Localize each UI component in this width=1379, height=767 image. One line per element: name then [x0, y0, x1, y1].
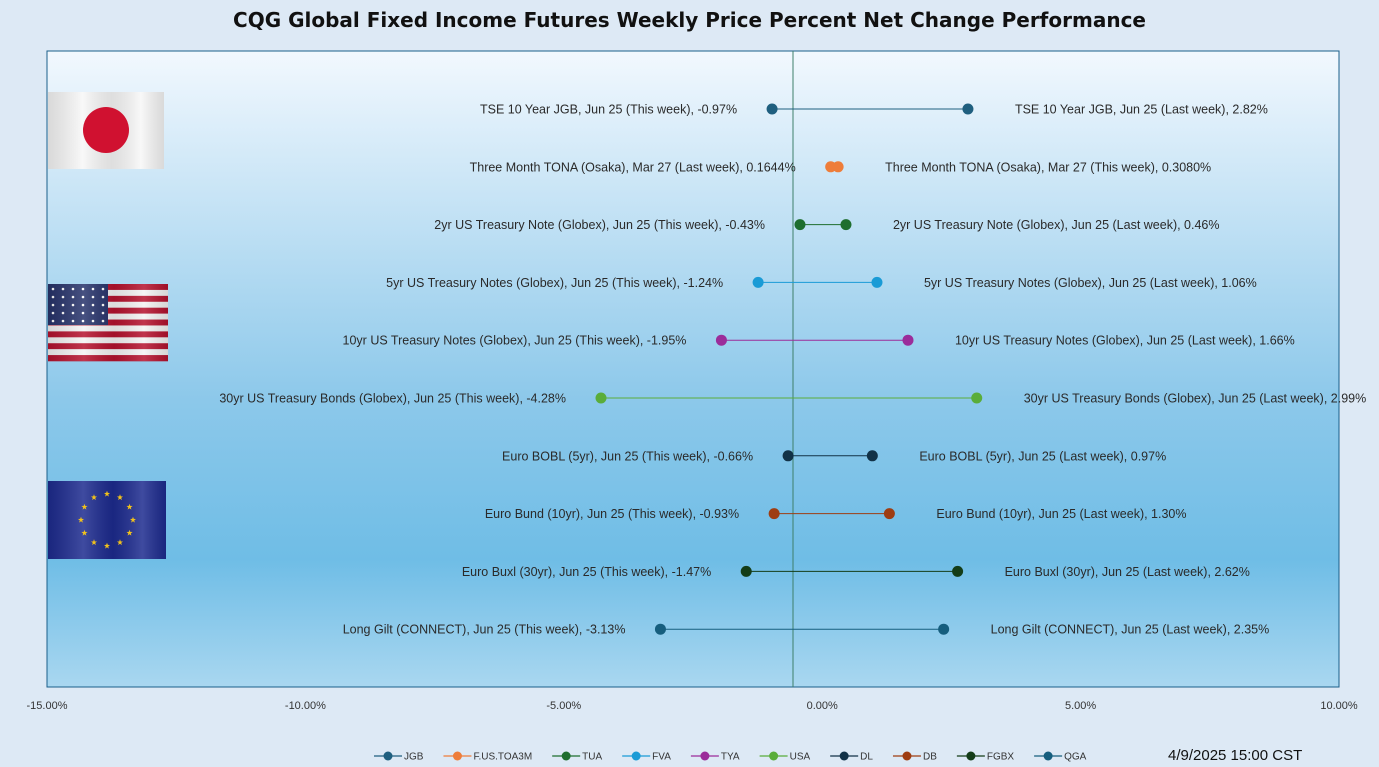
japan-flag [48, 92, 164, 169]
data-label-left: 5yr US Treasury Notes (Globex), Jun 25 (… [386, 276, 723, 290]
data-point-left [782, 450, 794, 462]
data-label-left: Euro Bund (10yr), Jun 25 (This week), -0… [485, 507, 739, 521]
svg-text:FVA: FVA [652, 752, 671, 763]
legend-item-fva[interactable]: FVA [622, 751, 671, 763]
series-tya: 10yr US Treasury Notes (Globex), Jun 25 … [343, 334, 1295, 348]
data-point-left [766, 103, 778, 115]
data-label-left: Three Month TONA (Osaka), Mar 27 (Last w… [470, 160, 796, 174]
legend-item-f-us-toa3m[interactable]: F.US.TOA3M [443, 751, 532, 763]
data-point-right [902, 334, 914, 346]
series-jgb: TSE 10 Year JGB, Jun 25 (This week), -0.… [480, 103, 1268, 117]
svg-text:FGBX: FGBX [987, 752, 1015, 763]
eu-flag [48, 481, 166, 559]
svg-text:JGB: JGB [404, 752, 424, 763]
data-point-left [740, 565, 752, 577]
data-label-left: 2yr US Treasury Note (Globex), Jun 25 (T… [434, 218, 765, 232]
legend-item-tua[interactable]: TUA [552, 751, 603, 763]
data-point-left [752, 276, 764, 288]
data-label-right: TSE 10 Year JGB, Jun 25 (Last week), 2.8… [1015, 103, 1268, 117]
series-usa: 30yr US Treasury Bonds (Globex), Jun 25 … [219, 392, 1366, 406]
data-point-right [871, 276, 883, 288]
data-point-right [883, 508, 895, 520]
x-tick-label: -15.00% [27, 700, 68, 712]
data-label-right: 30yr US Treasury Bonds (Globex), Jun 25 … [1024, 392, 1367, 406]
data-point-right [962, 103, 974, 115]
data-point-left [715, 334, 727, 346]
series-fgbx: Euro Buxl (30yr), Jun 25 (This week), -1… [462, 565, 1250, 579]
x-tick-label: 10.00% [1320, 700, 1358, 712]
series-qga: Long Gilt (CONNECT), Jun 25 (This week),… [343, 623, 1270, 637]
data-point-left [768, 508, 780, 520]
data-point-right [971, 392, 983, 404]
data-label-left: 10yr US Treasury Notes (Globex), Jun 25 … [343, 334, 687, 348]
x-tick-label: 5.00% [1065, 700, 1096, 712]
data-label-right: Three Month TONA (Osaka), Mar 27 (This w… [885, 160, 1211, 174]
svg-text:QGA: QGA [1064, 752, 1087, 763]
series-db: Euro Bund (10yr), Jun 25 (This week), -0… [485, 507, 1187, 521]
data-label-right: Euro Bund (10yr), Jun 25 (Last week), 1.… [936, 507, 1186, 521]
data-point-left [794, 219, 806, 231]
svg-text:DL: DL [860, 752, 873, 763]
series-tua: 2yr US Treasury Note (Globex), Jun 25 (T… [434, 218, 1219, 232]
data-point-right [866, 450, 878, 462]
data-point-right [840, 219, 852, 231]
svg-text:TUA: TUA [582, 752, 602, 763]
data-label-left: 30yr US Treasury Bonds (Globex), Jun 25 … [219, 392, 566, 406]
x-tick-label: -10.00% [285, 700, 326, 712]
data-label-right: Euro Buxl (30yr), Jun 25 (Last week), 2.… [1005, 565, 1250, 579]
series-f-us-toa3m: Three Month TONA (Osaka), Mar 27 (Last w… [470, 160, 1212, 174]
usa-flag [48, 284, 168, 362]
data-label-right: Long Gilt (CONNECT), Jun 25 (Last week),… [991, 623, 1270, 637]
data-label-right: 5yr US Treasury Notes (Globex), Jun 25 (… [924, 276, 1257, 290]
data-label-right: 2yr US Treasury Note (Globex), Jun 25 (L… [893, 218, 1220, 232]
data-label-left: Long Gilt (CONNECT), Jun 25 (This week),… [343, 623, 626, 637]
plot-area [46, 50, 1340, 688]
data-label-left: TSE 10 Year JGB, Jun 25 (This week), -0.… [480, 103, 737, 117]
svg-text:DB: DB [923, 752, 937, 763]
data-label-left: Euro Buxl (30yr), Jun 25 (This week), -1… [462, 565, 711, 579]
data-point-right [938, 623, 950, 635]
legend-item-usa[interactable]: USA [759, 751, 811, 763]
x-tick-label: 0.00% [807, 700, 838, 712]
data-point-right [952, 565, 964, 577]
legend-item-fgbx[interactable]: FGBX [956, 751, 1015, 763]
data-point-left [654, 623, 666, 635]
legend-item-tya[interactable]: TYA [690, 751, 740, 763]
legend-item-dl[interactable]: DL [830, 751, 873, 763]
svg-text:USA: USA [790, 752, 811, 763]
legend-item-jgb[interactable]: JGB [374, 751, 424, 763]
timestamp: 4/9/2025 15:00 CST [1168, 747, 1303, 764]
svg-text:F.US.TOA3M: F.US.TOA3M [473, 752, 532, 763]
data-label-left: Euro BOBL (5yr), Jun 25 (This week), -0.… [502, 449, 753, 463]
data-label-right: Euro BOBL (5yr), Jun 25 (Last week), 0.9… [919, 449, 1166, 463]
series-dl: Euro BOBL (5yr), Jun 25 (This week), -0.… [502, 449, 1166, 463]
legend-item-db[interactable]: DB [892, 751, 937, 763]
chart-title: CQG Global Fixed Income Futures Weekly P… [233, 8, 1146, 32]
series-fva: 5yr US Treasury Notes (Globex), Jun 25 (… [386, 276, 1257, 290]
svg-text:TYA: TYA [721, 752, 740, 763]
data-label-right: 10yr US Treasury Notes (Globex), Jun 25 … [955, 334, 1295, 348]
legend-item-qga[interactable]: QGA [1034, 751, 1087, 763]
data-point-left [595, 392, 607, 404]
data-point-right [832, 161, 844, 173]
x-tick-label: -5.00% [546, 700, 581, 712]
